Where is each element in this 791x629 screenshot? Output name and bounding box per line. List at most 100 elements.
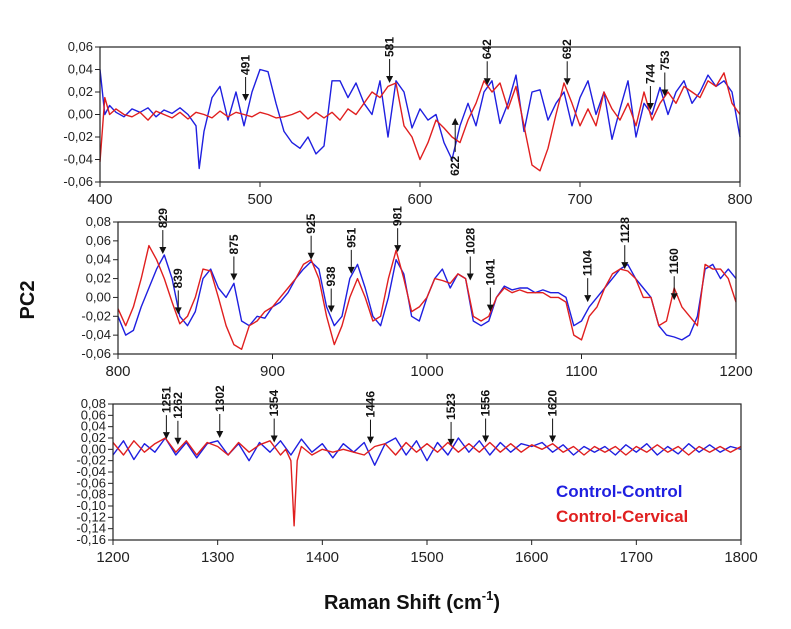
- annotation-arrowhead: [347, 266, 355, 274]
- annotation-arrowhead: [621, 262, 629, 270]
- y-tick-label: 0,00: [86, 289, 111, 304]
- x-tick-label: 1600: [515, 549, 548, 566]
- x-axis-title-close: ): [493, 592, 500, 614]
- x-tick-label: 1500: [410, 549, 443, 566]
- annotation-arrowhead: [549, 435, 557, 443]
- x-tick-label: 800: [105, 363, 130, 380]
- series-control-control-line: [99, 68, 741, 170]
- x-tick-label: 1800: [724, 549, 757, 566]
- annotation-label: 938: [324, 266, 338, 286]
- annotation-arrowhead: [307, 252, 315, 260]
- annotation-arrowhead: [394, 245, 402, 253]
- annotation-label: 642: [480, 39, 494, 59]
- y-tick-label: -0,02: [81, 308, 111, 323]
- annotation-label: 875: [227, 234, 241, 254]
- annotation-arrowhead: [327, 305, 335, 313]
- y-tick-label: -0,14: [76, 521, 106, 536]
- x-tick-label: 900: [260, 363, 285, 380]
- y-tick-label: -0,04: [63, 152, 93, 167]
- annotation-arrowhead: [584, 295, 592, 303]
- y-tick-label: -0,04: [81, 327, 111, 342]
- y-tick-label: 0,02: [68, 84, 93, 99]
- x-tick-label: 1100: [565, 363, 597, 380]
- annotation-arrowhead: [242, 94, 250, 101]
- y-tick-label: -0,10: [76, 498, 106, 513]
- x-axis-title-main: Raman Shift (cm: [324, 592, 482, 614]
- annotation-arrowhead: [670, 293, 678, 301]
- annotation-label: 1262: [171, 392, 185, 419]
- annotation-arrowhead: [366, 436, 374, 444]
- annotation-arrowhead: [174, 437, 182, 445]
- x-tick-label: 1700: [620, 549, 653, 566]
- series-control-cervical-line: [99, 72, 741, 172]
- series-control-cervical-line: [117, 244, 737, 350]
- y-tick-label: -0,08: [76, 487, 106, 502]
- panel-3: -0,16-0,14-0,12-0,10-0,08-0,06-0,04-0,02…: [76, 385, 757, 566]
- annotation-label: 1556: [479, 390, 493, 417]
- x-tick-label: 700: [567, 191, 592, 208]
- annotation-arrowhead: [482, 435, 490, 443]
- y-tick-label: -0,06: [76, 475, 106, 490]
- y-axis-title: PC2: [17, 281, 39, 320]
- x-tick-label: 400: [87, 191, 112, 208]
- x-tick-label: 1200: [96, 549, 129, 566]
- y-tick-label: -0,12: [76, 509, 106, 524]
- annotation-label: 491: [239, 55, 253, 75]
- annotation-arrowhead: [270, 435, 278, 443]
- annotation-arrowhead: [216, 431, 224, 438]
- annotation-label: 981: [391, 206, 405, 226]
- y-tick-label: 0,00: [68, 107, 93, 122]
- y-tick-label: 0,06: [68, 39, 93, 54]
- x-tick-label: 1300: [201, 549, 234, 566]
- y-tick-label: 0,08: [81, 396, 106, 411]
- annotation-label: 744: [643, 64, 657, 84]
- legend-control-cervical: Control-Cervical: [556, 507, 688, 526]
- x-tick-label: 1400: [306, 549, 339, 566]
- panel-frame: [112, 403, 742, 541]
- x-tick-label: 500: [247, 191, 272, 208]
- annotation-arrowhead: [451, 117, 459, 125]
- y-tick-label: -0,16: [76, 532, 106, 547]
- annotation-arrowhead: [159, 247, 167, 255]
- annotation-arrowhead: [646, 103, 654, 110]
- panel-1: -0,06 -0,04 -0,02 0,00 0,02 0,04 0,06 400 500 600…: [63, 37, 752, 208]
- x-axis-title-superscript: -1: [482, 588, 494, 603]
- x-tick-label: 1000: [410, 363, 443, 380]
- y-tick-label: 0,02: [86, 271, 111, 286]
- y-tick-label: -0,06: [63, 174, 93, 189]
- x-tick-label: 1200: [719, 363, 752, 380]
- y-tick-label: 0,02: [81, 430, 106, 445]
- annotation-label: 1620: [546, 390, 560, 417]
- annotation-label: 925: [304, 213, 318, 233]
- annotation-label: 622: [448, 156, 462, 176]
- annotation-label: 1104: [581, 250, 595, 276]
- annotation-label: 753: [658, 50, 672, 70]
- annotation-label: 1251: [159, 386, 173, 413]
- annotation-arrowhead: [230, 273, 238, 281]
- annotation-label: 692: [560, 39, 574, 59]
- y-tick-label: -0,06: [81, 346, 111, 361]
- annotation-label: 951: [344, 228, 358, 248]
- y-tick-label: 0,04: [86, 252, 111, 267]
- x-axis-title: Raman Shift (cm-1): [324, 588, 500, 614]
- x-tick-label: 800: [727, 191, 752, 208]
- series-control-control-line: [112, 437, 742, 466]
- series-control-cervical-line: [112, 437, 742, 527]
- annotation-label: 1354: [267, 390, 281, 417]
- annotation-arrowhead: [174, 307, 182, 315]
- panel-frame: [99, 46, 741, 183]
- y-tick-label: 0,06: [86, 233, 111, 248]
- annotation-label: 1160: [667, 248, 681, 274]
- annotation-arrowhead: [483, 78, 491, 86]
- annotation-arrowhead: [563, 78, 571, 86]
- y-tick-label: 0,04: [68, 62, 93, 77]
- legend-control-control: Control-Control: [556, 482, 683, 501]
- y-tick-label: 0,04: [81, 419, 106, 434]
- annotation-label: 1523: [444, 393, 458, 420]
- panel-frame: [117, 221, 737, 355]
- annotation-label: 1028: [463, 227, 477, 254]
- annotation-arrowhead: [386, 76, 394, 83]
- annotation-arrowhead: [466, 273, 474, 281]
- annotation-label: 1128: [618, 217, 632, 243]
